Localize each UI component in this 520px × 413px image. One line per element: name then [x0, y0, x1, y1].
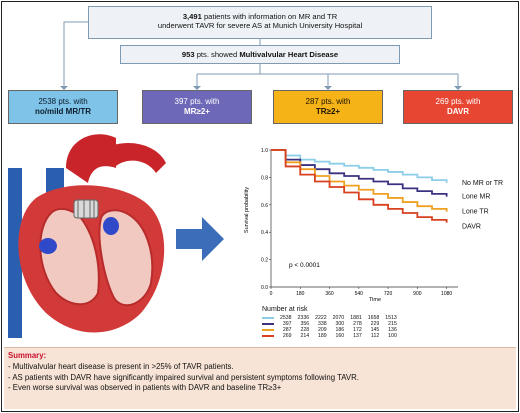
risk-cell: 215 — [388, 321, 397, 327]
survival-chart: 0.0 0.2 0.4 0.6 0.8 1.0 0 180 360 540 720 900 1080 N… — [244, 148, 503, 303]
group-count: 287 pts. with — [305, 97, 351, 106]
group-label: MR≥2+ — [184, 107, 210, 117]
survival-line-3 — [271, 149, 448, 223]
risk-cell: 160 — [335, 333, 345, 339]
risk-cell: 397 — [282, 321, 292, 327]
risk-swatch — [262, 328, 274, 331]
risk-cell: 172 — [353, 327, 362, 333]
tavr-valve-shape — [73, 199, 99, 219]
y-tick-label: 0.2 — [261, 258, 268, 264]
risk-cell: 1881 — [350, 315, 362, 321]
series-label: No MR or TR — [462, 180, 503, 187]
risk-cell: 214 — [300, 333, 310, 339]
risk-cell: 112 — [371, 333, 380, 339]
summary-panel: Summary: Multivalvular heart disease is … — [4, 347, 516, 409]
x-tick-label: 900 — [413, 291, 422, 297]
mvd-count: 953 — [181, 50, 195, 59]
risk-cell: 229 — [370, 321, 380, 327]
x-tick-label: 180 — [296, 291, 305, 297]
cohort-subtext: underwent TAVR for severe AS at Munich U… — [157, 21, 363, 31]
risk-swatch — [262, 334, 274, 337]
risk-table: Number at risk 2538 2336 2222 2070 1881 1658 1… — [262, 306, 403, 339]
series-label: Lone TR — [462, 209, 489, 216]
x-tick-label: 0 — [270, 291, 273, 297]
risk-swatch — [262, 316, 274, 319]
risk-cell: 145 — [370, 327, 380, 333]
risk-cell: 338 — [317, 321, 327, 327]
group-count: 2538 pts. with — [38, 97, 88, 106]
risk-cell: 137 — [353, 333, 362, 339]
risk-cell: 136 — [388, 327, 397, 333]
risk-cell: 300 — [335, 321, 345, 327]
arrow-icon — [176, 217, 224, 261]
risk-cell: 2222 — [315, 315, 327, 321]
risk-cell: 278 — [353, 321, 362, 327]
group-box-davr: 269 pts. with DAVR — [403, 90, 513, 124]
x-axis-label: Time — [369, 297, 381, 303]
group-count: 269 pts. with — [435, 97, 481, 106]
series-label: DAVR — [462, 224, 481, 231]
x-tick-label: 720 — [384, 291, 393, 297]
risk-cell: 186 — [335, 327, 345, 333]
summary-item: AS patients with DAVR have significantly… — [8, 373, 512, 384]
risk-row: 287 228 209 186 172 145 136 — [262, 327, 403, 333]
group-box-tr: 287 pts. with TR≥2+ — [273, 90, 383, 124]
risk-cell: 1513 — [385, 315, 397, 321]
summary-title: Summary: — [8, 351, 47, 360]
y-tick-label: 0.0 — [261, 285, 268, 291]
group-count: 397 pts. with — [174, 97, 220, 106]
p-value-annotation: p < 0.0001 — [289, 262, 320, 269]
group-box-mr: 397 pts. with MR≥2+ — [142, 90, 252, 124]
risk-row: 269 214 189 160 137 112 100 — [262, 333, 403, 339]
y-tick-label: 0.4 — [261, 230, 268, 236]
risk-table-title: Number at risk — [262, 306, 308, 313]
y-axis-label: Survival probability — [244, 187, 250, 233]
vena-cava-shape — [8, 168, 22, 338]
cohort-box: 3,491 patients with information on MR an… — [88, 6, 432, 39]
series-label: Lone MR — [462, 194, 490, 201]
heart-illustration — [8, 134, 166, 338]
cohort-text: patients with information on MR and TR — [201, 12, 338, 21]
mvd-text: pts. showed — [194, 50, 240, 59]
mvd-box: 953 pts. showed Multivalvular Heart Dise… — [120, 45, 400, 64]
risk-cell: 2070 — [332, 315, 345, 321]
risk-row: 397 356 338 300 278 229 215 — [262, 321, 403, 327]
risk-cell: 1658 — [367, 315, 380, 321]
cohort-count: 3,491 — [182, 12, 202, 21]
x-tick-label: 540 — [355, 291, 364, 297]
summary-item: Even worse survival was observed in pati… — [8, 383, 512, 394]
x-tick-label: 360 — [325, 291, 334, 297]
group-label: TR≥2+ — [315, 107, 341, 117]
y-tick-label: 0.8 — [261, 175, 268, 181]
risk-cell: 228 — [300, 327, 310, 333]
risk-cell: 100 — [388, 333, 397, 339]
risk-cell: 2336 — [297, 315, 310, 321]
y-tick-label: 1.0 — [261, 148, 268, 154]
x-tick-label: 1080 — [441, 291, 452, 297]
mvd-label: Multivalvular Heart Disease — [239, 50, 339, 59]
aortic-arch-shape — [66, 134, 116, 183]
risk-cell: 269 — [282, 333, 292, 339]
tr-jet-shape — [39, 238, 57, 254]
risk-cell: 2538 — [280, 315, 292, 321]
summary-item: Multivalvular heart disease is present i… — [8, 362, 512, 373]
risk-cell: 356 — [300, 321, 310, 327]
group-label: DAVR — [446, 107, 470, 117]
y-tick-label: 0.6 — [261, 203, 268, 209]
risk-row: 2538 2336 2222 2070 1881 1658 1513 — [262, 315, 403, 321]
group-label: no/mild MR/TR — [35, 107, 91, 117]
mr-jet-shape — [103, 217, 119, 235]
risk-cell: 189 — [317, 333, 327, 339]
risk-cell: 287 — [282, 327, 292, 333]
group-box-no-mr-tr: 2538 pts. with no/mild MR/TR — [8, 90, 118, 124]
risk-cell: 209 — [317, 327, 327, 333]
risk-swatch — [262, 322, 274, 325]
